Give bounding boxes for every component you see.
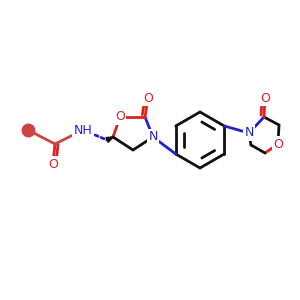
Text: N: N <box>148 130 158 143</box>
Text: O: O <box>273 137 283 151</box>
Text: O: O <box>48 158 58 170</box>
Text: N: N <box>244 127 254 140</box>
Text: O: O <box>115 110 125 124</box>
Text: NH: NH <box>74 124 92 136</box>
Text: O: O <box>143 92 153 104</box>
Text: O: O <box>260 92 270 104</box>
